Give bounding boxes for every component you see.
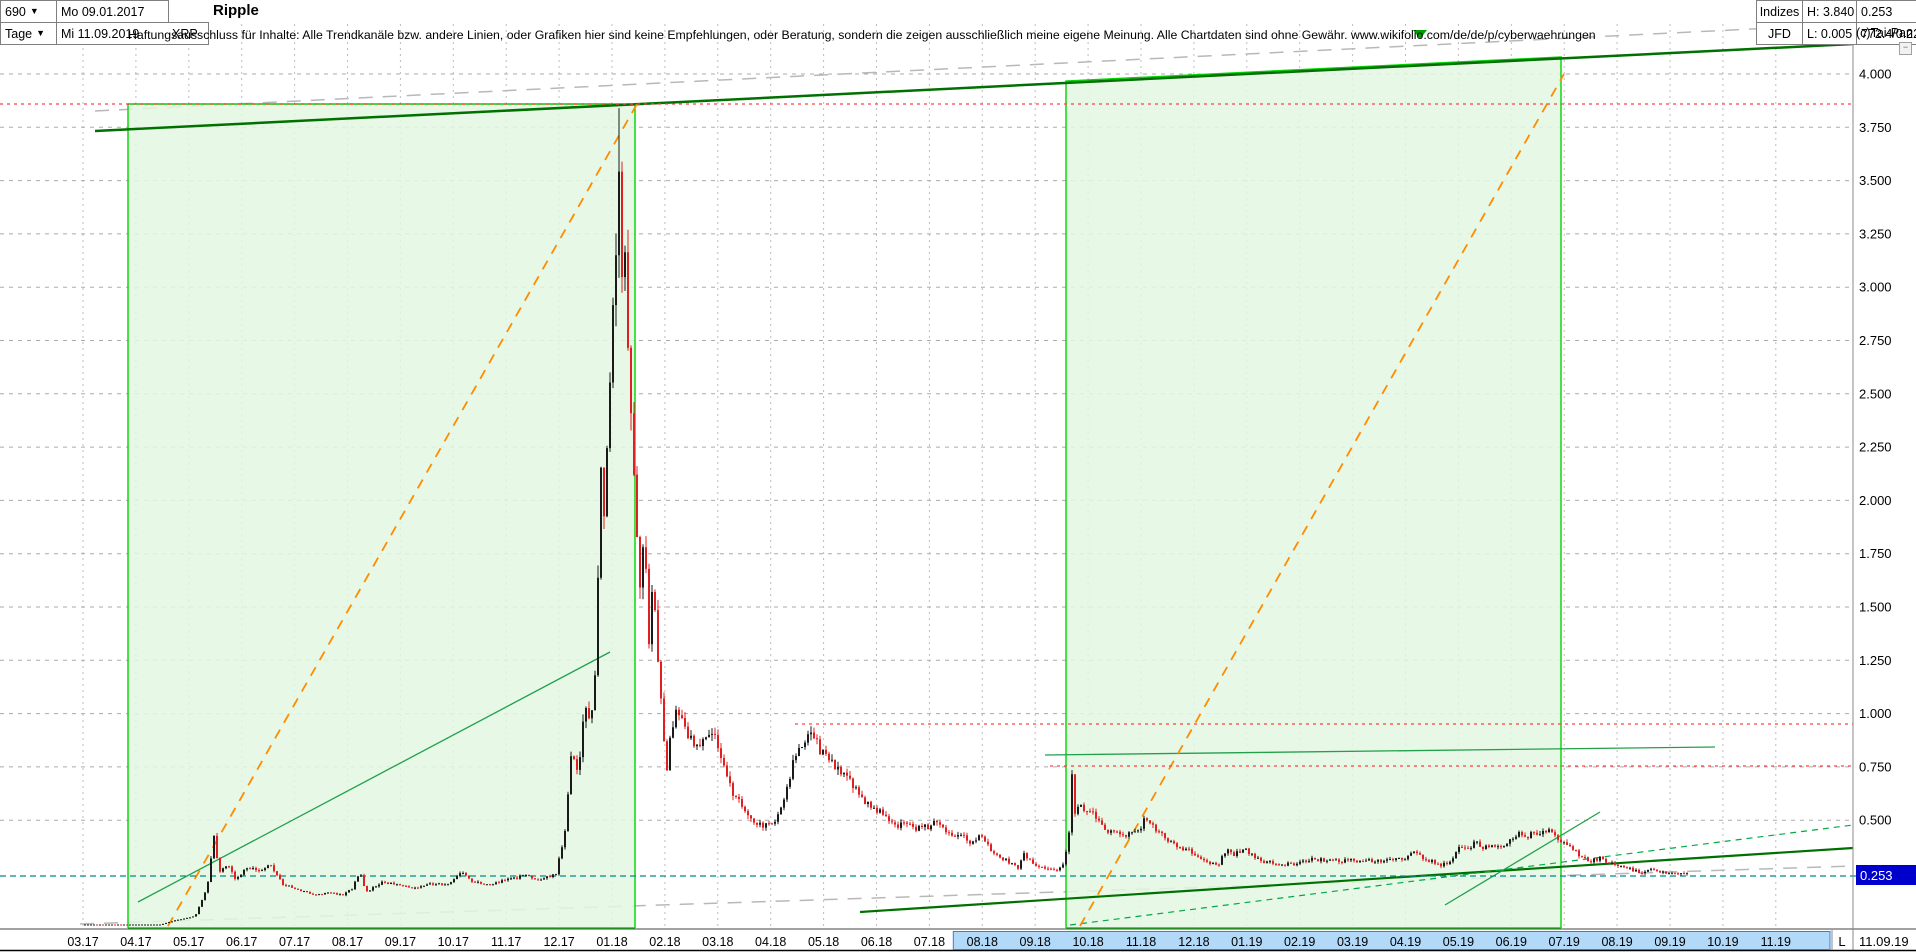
period-value: Tage [5, 26, 33, 41]
gray-parallel-top[interactable] [94, 23, 1854, 112]
support-line-2019-steep[interactable] [1444, 811, 1601, 906]
month-label: 08.18 [967, 935, 998, 949]
month-label: 12.18 [1178, 935, 1209, 949]
low-value-cell: L: 0.005 [1802, 22, 1857, 45]
month-label: 07.19 [1549, 935, 1580, 949]
end-date-value: Mi 11.09.2019 [61, 26, 140, 41]
month-label: 05.17 [173, 935, 204, 949]
month-label: 09.18 [1020, 935, 1051, 949]
price-label: 1.500 [1859, 600, 1892, 615]
bars-count-dropdown[interactable]: 690 ▼ [0, 0, 57, 23]
resistance-line-080[interactable] [1044, 746, 1716, 756]
wedge-line-2017[interactable] [137, 651, 611, 903]
month-label: 09.17 [385, 935, 416, 949]
month-label: 03.18 [702, 935, 733, 949]
month-label: 10.18 [1072, 935, 1103, 949]
start-date-value: Mo 09.01.2017 [61, 4, 145, 19]
month-label: 08.17 [332, 935, 363, 949]
month-label: 08.19 [1601, 935, 1632, 949]
price-label: 2.500 [1859, 386, 1892, 401]
start-date-field[interactable]: Mo 09.01.2017 [56, 0, 169, 23]
chevron-down-icon: ▼ [29, 6, 39, 16]
last-value-cell: 0.253 [1856, 0, 1916, 23]
instrument-title: Ripple [213, 2, 259, 19]
month-label: 11.17 [491, 935, 521, 949]
price-label: 2.750 [1859, 333, 1892, 348]
month-label: 06.18 [861, 935, 892, 949]
period-dropdown[interactable]: Tage ▼ [0, 22, 57, 45]
month-label: 10.19 [1707, 935, 1738, 949]
month-label: 06.17 [226, 935, 257, 949]
symbol-field: XRP [168, 22, 209, 45]
month-label: 11.18 [1126, 935, 1156, 949]
price-label: 2.250 [1859, 440, 1892, 455]
month-label: 02.18 [649, 935, 680, 949]
month-label: 09.19 [1654, 935, 1685, 949]
month-label: 06.19 [1496, 935, 1527, 949]
last-bar-label[interactable]: L [1838, 934, 1845, 949]
month-label: 11.19 [1761, 935, 1791, 949]
month-label: 05.19 [1443, 935, 1474, 949]
month-label: 03.17 [67, 935, 98, 949]
month-label: 07.17 [279, 935, 310, 949]
price-label: 1.250 [1859, 653, 1892, 668]
month-label: 04.18 [755, 935, 786, 949]
price-label: 1.000 [1859, 706, 1892, 721]
provider-cell-2: JFD [1756, 22, 1803, 45]
end-date-field[interactable]: Mi 11.09.2019 [56, 22, 169, 45]
projection-line-2017[interactable] [167, 103, 638, 927]
upper-channel-line[interactable] [94, 42, 1854, 133]
month-label: 02.19 [1284, 935, 1315, 949]
price-label: 0.750 [1859, 759, 1892, 774]
month-label: 12.17 [543, 935, 574, 949]
last-price-tag [1856, 865, 1916, 885]
volume-value-cell: 772.4/0.22 [1856, 22, 1916, 45]
high-value-cell: H: 3.840 [1802, 0, 1857, 23]
disclaimer-text: Haftungsausschluss für Inhalte: Alle Tre… [128, 28, 1596, 42]
month-label: 03.19 [1337, 935, 1368, 949]
price-label: 3.000 [1859, 280, 1892, 295]
price-label: 0.500 [1859, 813, 1892, 828]
price-label: 1.750 [1859, 546, 1892, 561]
trend-box-2018-19-border[interactable] [1065, 56, 1562, 928]
copyright-label: (c)Tai-Pan [1856, 26, 1913, 40]
chevron-down-icon: ▼ [36, 28, 46, 38]
month-label: 04.17 [120, 935, 151, 949]
trend-box-2017-border[interactable] [127, 103, 636, 928]
month-label: 01.18 [596, 935, 627, 949]
support-line-2018[interactable] [859, 846, 1854, 914]
last-bar-date: 11.09.19 [1859, 934, 1909, 949]
month-label: 01.19 [1231, 935, 1262, 949]
price-label: 2.000 [1859, 493, 1892, 508]
provider-cell-1: Indizes [1756, 0, 1803, 23]
trend-box-2017[interactable] [128, 104, 635, 928]
projection-line-2019[interactable] [1079, 73, 1565, 927]
collapse-axis-button[interactable]: − [1899, 42, 1912, 55]
trend-box-2018-19[interactable] [1066, 57, 1561, 928]
last-price-label: 0.253 [1860, 868, 1893, 883]
bars-count-value: 690 [5, 4, 26, 19]
month-label: 04.19 [1390, 935, 1421, 949]
month-label: 05.18 [808, 935, 839, 949]
period-highlight-band[interactable] [952, 931, 1831, 950]
price-label: 3.250 [1859, 226, 1892, 241]
price-label: 4.000 [1859, 67, 1892, 82]
symbol-value: XRP [172, 26, 198, 41]
month-label: 07.18 [914, 935, 945, 949]
month-label: 10.17 [438, 935, 469, 949]
price-label: 3.750 [1859, 120, 1892, 135]
price-label: 3.500 [1859, 173, 1892, 188]
alert-triangle-icon[interactable] [1413, 30, 1427, 39]
